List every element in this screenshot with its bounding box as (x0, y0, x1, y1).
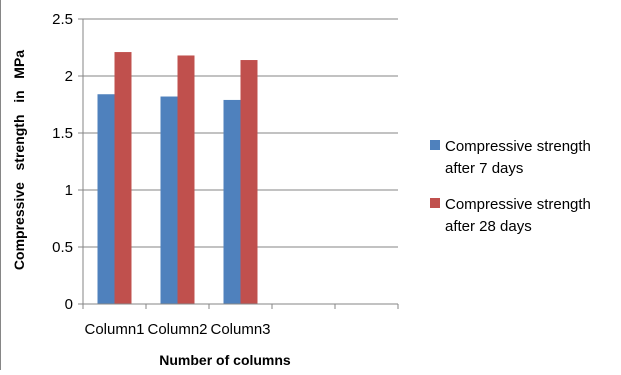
y-tick-label: 1 (65, 182, 73, 199)
bar (177, 55, 195, 305)
x-tick-label: Column2 (147, 321, 207, 338)
bar (223, 99, 241, 304)
legend-label-line: Compressive strength (445, 138, 591, 155)
legend-entry: Compressive strength after 28 days (430, 196, 591, 235)
legend-label-line: after 28 days (445, 218, 532, 235)
bar (240, 60, 258, 304)
y-tick-label: 2 (65, 68, 73, 85)
bar (160, 96, 178, 305)
legend-label-line: after 7 days (445, 160, 523, 177)
legend-label: Compressive strength after 28 days (445, 196, 591, 235)
x-axis-title: Number of columns (159, 352, 291, 368)
chart-frame-left-edge (0, 0, 1, 370)
legend: Compressive strength after 7 daysCompress… (430, 138, 591, 235)
y-tick-label: 0 (65, 296, 73, 313)
legend-label-line: Compressive strength (445, 196, 591, 213)
x-tick-label: Column1 (84, 321, 144, 338)
bars (97, 52, 258, 305)
y-tick-label: 1.5 (52, 125, 73, 142)
legend-swatch (430, 198, 440, 208)
y-tick-labels: 0 0.5 1 1.5 2 2.5 (52, 11, 73, 313)
x-tick-labels: Column1 Column2 Column3 (84, 321, 270, 338)
legend-swatch (430, 140, 440, 150)
y-tick-label: 2.5 (52, 11, 73, 28)
bar (114, 52, 132, 305)
bar (97, 94, 115, 305)
y-tick-label: 0.5 (52, 239, 73, 256)
legend-label: Compressive strength after 7 days (445, 138, 591, 177)
legend-entry: Compressive strength after 7 days (430, 138, 591, 177)
axes (78, 18, 399, 309)
y-axis-title: Compressive strength in MPa (11, 50, 27, 270)
x-tick-label: Column3 (210, 321, 270, 338)
